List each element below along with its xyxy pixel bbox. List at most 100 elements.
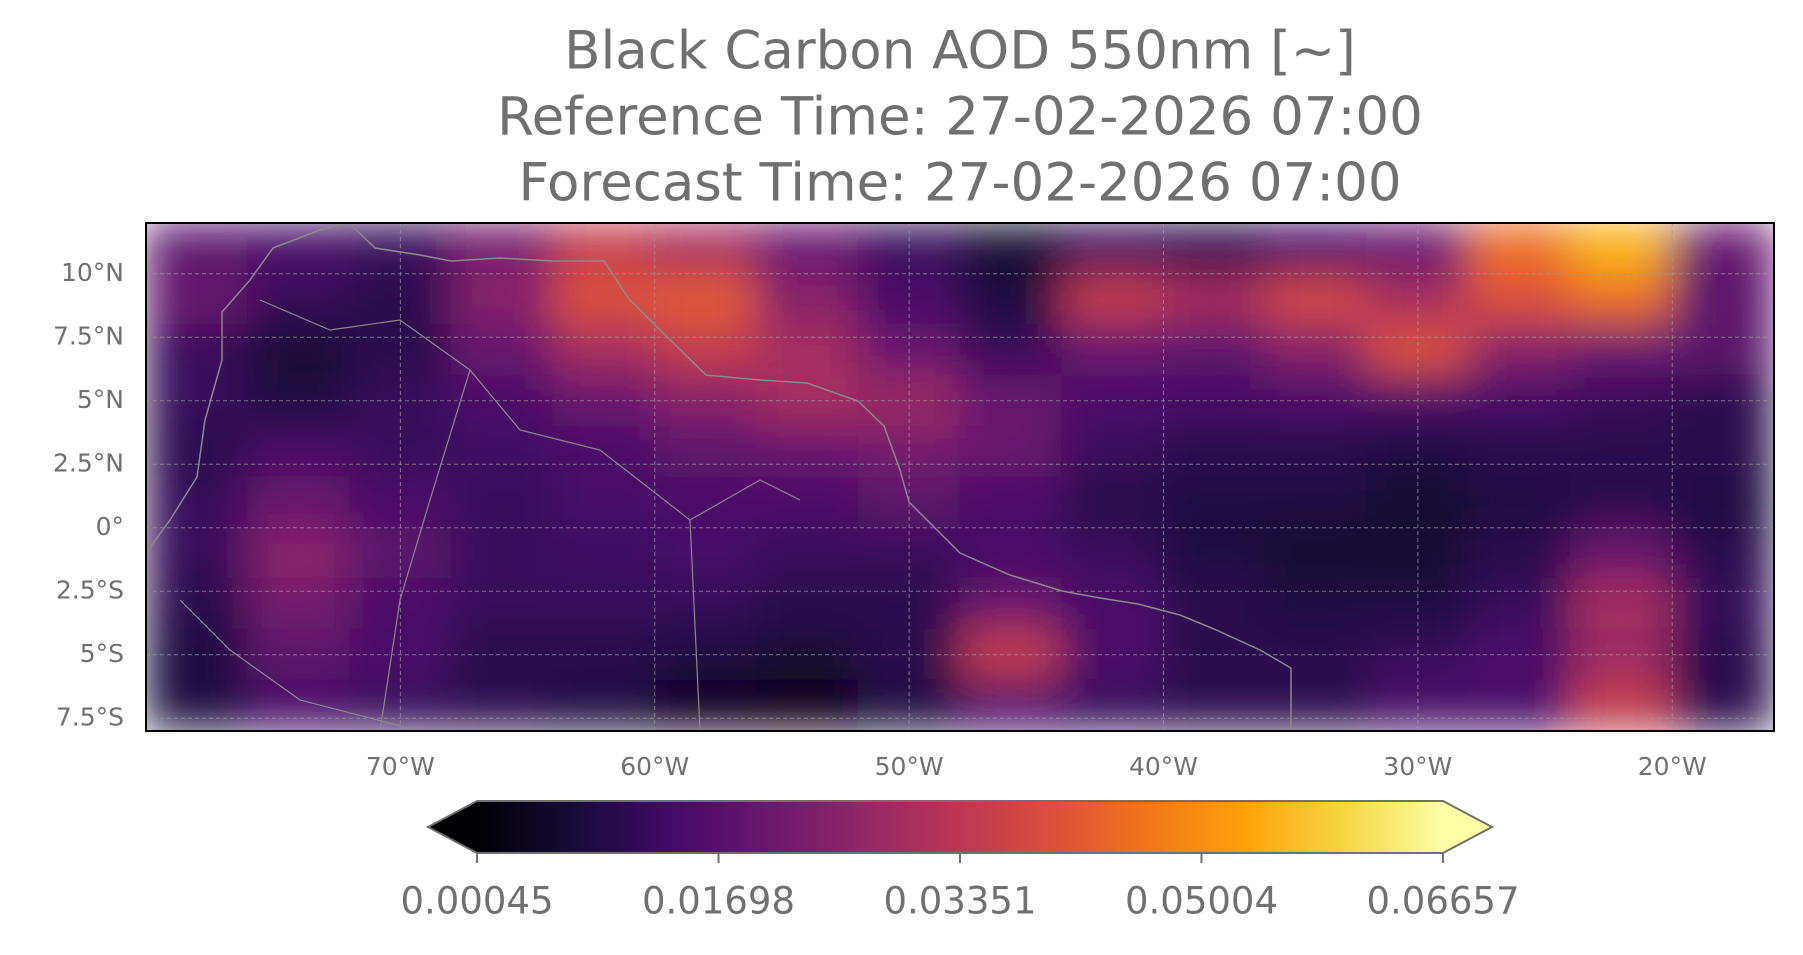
aod-cell <box>959 425 1063 478</box>
aod-cell <box>1264 273 1368 326</box>
aod-cell <box>1061 527 1164 580</box>
aod-cell <box>1264 223 1368 275</box>
aod-cell <box>959 578 1063 630</box>
aod-cell <box>654 527 757 580</box>
aod-cell <box>1061 476 1164 529</box>
aod-cell <box>1671 273 1774 326</box>
aod-cell <box>1570 628 1673 681</box>
aod-cell <box>959 223 1063 275</box>
aod-cell <box>1264 476 1368 529</box>
aod-cell <box>450 578 554 630</box>
aod-cell <box>247 273 350 326</box>
aod-cell <box>1061 324 1164 376</box>
colorbar-over <box>1443 801 1492 853</box>
aod-cell <box>1264 527 1368 580</box>
aod-cell <box>1671 578 1774 630</box>
x-tick-label: 60°W <box>620 752 689 781</box>
aod-cell <box>247 527 350 580</box>
aod-cell <box>654 324 757 376</box>
aod-cell <box>654 476 757 529</box>
y-tick-label: 7.5°S <box>56 702 124 731</box>
map-area <box>146 223 1774 731</box>
aod-cell <box>1163 324 1266 376</box>
aod-cell <box>450 324 554 376</box>
aod-cell <box>450 273 554 326</box>
x-tick-label: 70°W <box>366 752 435 781</box>
aod-cell <box>1163 527 1266 580</box>
aod-cell <box>1468 425 1571 478</box>
y-tick-label: 2.5°S <box>56 575 124 604</box>
aod-cell <box>1671 425 1774 478</box>
aod-cell <box>1264 679 1368 731</box>
map-frame <box>145 222 1775 732</box>
colorbar <box>477 801 1443 853</box>
colorbar-tick-label: 0.01698 <box>642 880 795 923</box>
aod-cell <box>756 527 859 580</box>
aod-cell <box>1061 223 1164 275</box>
aod-cell <box>1163 578 1266 630</box>
aod-cell <box>756 425 859 478</box>
aod-cell <box>450 628 554 681</box>
aod-cell <box>959 527 1063 580</box>
aod-cell <box>146 223 249 275</box>
aod-cell <box>1264 324 1368 376</box>
aod-cell <box>654 425 757 478</box>
aod-cell <box>450 223 554 275</box>
aod-cell <box>1570 324 1673 376</box>
aod-cell <box>654 679 757 731</box>
aod-cell <box>146 679 249 731</box>
aod-cell <box>1061 425 1164 478</box>
aod-cell <box>1570 223 1673 275</box>
aod-cell <box>247 628 350 681</box>
x-tick-label: 20°W <box>1638 752 1707 781</box>
aod-cell <box>146 425 249 478</box>
colorbar-under <box>428 801 477 853</box>
aod-cell <box>247 324 350 376</box>
aod-cell <box>552 324 656 376</box>
aod-cell <box>1570 425 1673 478</box>
aod-cell <box>552 476 656 529</box>
chart-title: Reference Time: 27-02-2026 07:00 <box>497 87 1423 148</box>
aod-cell <box>959 679 1063 731</box>
aod-cell <box>1061 578 1164 630</box>
aod-cell <box>450 679 554 731</box>
y-tick-label: 2.5°N <box>53 448 124 477</box>
aod-cell <box>247 578 350 630</box>
colorbar-tick-label: 0.00045 <box>400 880 553 923</box>
aod-cell <box>1468 273 1571 326</box>
aod-cell <box>654 273 757 326</box>
aod-cell <box>1671 476 1774 529</box>
aod-cell <box>247 425 350 478</box>
borders <box>179 299 801 731</box>
aod-cell <box>450 527 554 580</box>
aod-cell <box>1570 527 1673 580</box>
aod-cell <box>959 273 1063 326</box>
aod-cell <box>1570 374 1673 427</box>
aod-cell <box>1264 578 1368 630</box>
aod-cell <box>1671 324 1774 376</box>
colorbar-tick-label: 0.06657 <box>1366 880 1519 923</box>
aod-cell <box>146 527 249 580</box>
aod-cell <box>1468 578 1571 630</box>
aod-cell <box>654 578 757 630</box>
aod-cell <box>552 425 656 478</box>
aod-cell <box>450 374 554 427</box>
aod-cell <box>1264 425 1368 478</box>
aod-cell <box>1163 273 1266 326</box>
y-tick-label: 0° <box>96 512 124 541</box>
colorbar-tick-label: 0.05004 <box>1125 880 1278 923</box>
aod-cell <box>1570 273 1673 326</box>
aod-cell <box>654 223 757 275</box>
aod-cell <box>1163 223 1266 275</box>
aod-cell <box>756 324 859 376</box>
aod-cell <box>756 679 859 731</box>
aod-cell <box>756 223 859 275</box>
aod-cell <box>1671 679 1774 731</box>
aod-cell <box>1671 527 1774 580</box>
aod-cell <box>146 324 249 376</box>
x-tick-label: 40°W <box>1129 752 1198 781</box>
aod-cell <box>247 374 350 427</box>
aod-cell <box>552 273 656 326</box>
aod-cell <box>552 578 656 630</box>
aod-cell <box>756 476 859 529</box>
